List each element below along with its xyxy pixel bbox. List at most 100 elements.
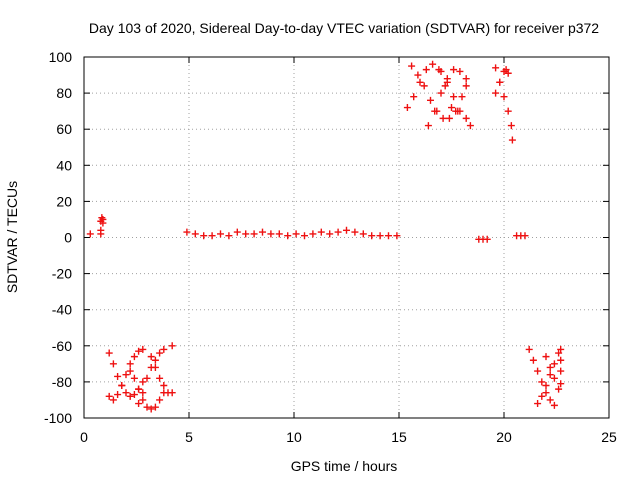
data-point [309, 230, 317, 238]
data-point [151, 363, 159, 371]
y-tick-label: -20 [52, 266, 72, 282]
series-late-high-arcs-e [454, 75, 470, 115]
y-tick-label: -40 [52, 302, 72, 318]
data-point [393, 232, 401, 240]
series-late-high-arcs-c [424, 66, 470, 130]
data-point [242, 230, 250, 238]
series-early-near-zero [86, 214, 107, 238]
data-point [385, 232, 392, 240]
data-point [86, 230, 94, 238]
data-point [542, 389, 550, 397]
data-point [275, 230, 283, 238]
data-point [109, 360, 117, 368]
data-point [557, 356, 565, 364]
data-point [450, 66, 458, 74]
data-point [160, 345, 168, 353]
grid [84, 57, 609, 418]
data-point [496, 78, 504, 86]
data-point [334, 228, 342, 236]
series-early-negative-arcs-a [105, 345, 147, 404]
data-point [122, 389, 130, 397]
data-point [529, 356, 537, 364]
data-point [208, 232, 216, 240]
data-point [546, 371, 554, 379]
y-axis-label: SDTVAR / TECUs [4, 181, 20, 293]
data-point [466, 122, 474, 130]
data-point [139, 345, 147, 353]
data-point [403, 104, 411, 112]
data-point [156, 349, 164, 357]
data-point [147, 353, 155, 361]
data-point [114, 391, 122, 399]
data-point [550, 360, 558, 368]
y-tick-labels: 100 80 60 40 20 0 -20 -40 -60 -80 -100 [44, 49, 72, 426]
data-point [546, 396, 554, 404]
data-point [130, 374, 138, 382]
data-point [450, 93, 458, 101]
data-point [156, 374, 164, 382]
data-point [99, 219, 107, 227]
data-point [557, 380, 565, 388]
data-point [130, 353, 138, 361]
data-point [422, 66, 430, 74]
data-point [538, 392, 546, 400]
data-point [109, 396, 117, 404]
x-tick-label: 25 [601, 429, 617, 445]
x-tick-label: 0 [80, 429, 88, 445]
data-point [443, 78, 451, 86]
chart-title: Day 103 of 2020, Sidereal Day-to-day VTE… [89, 20, 599, 36]
data-point [445, 114, 453, 122]
data-point [420, 82, 428, 90]
data-point [118, 382, 126, 390]
data-point [105, 349, 113, 357]
data-point [105, 392, 113, 400]
data-point [504, 107, 512, 115]
data-point [454, 107, 462, 115]
series-late-near-zero [475, 232, 529, 243]
plot-frame [83, 56, 610, 419]
data-point [507, 122, 515, 130]
data-point [130, 391, 138, 399]
data-point [492, 64, 500, 72]
data-point [550, 374, 558, 382]
data-point [343, 226, 350, 234]
data-point [317, 228, 325, 236]
series-late-high-arcs-f [492, 64, 516, 144]
data-points [86, 60, 565, 413]
data-point [143, 374, 151, 382]
data-point [168, 342, 176, 350]
y-tick-label: 60 [56, 121, 72, 137]
data-point [259, 228, 266, 236]
series-early-negative-arcs-e [147, 342, 176, 397]
x-axis-label: GPS time / hours [291, 458, 398, 474]
y-tick-label: -60 [52, 338, 72, 354]
data-point [483, 235, 491, 243]
data-point [538, 378, 546, 386]
series-late-negative-arcs-c [542, 345, 565, 393]
data-point [151, 356, 159, 364]
data-point [462, 114, 470, 122]
data-point [326, 230, 334, 238]
data-point [114, 372, 122, 380]
series-late-high-arcs-b [408, 62, 460, 122]
data-point [542, 382, 550, 390]
data-point [147, 405, 155, 413]
data-point [126, 360, 134, 368]
data-point [233, 228, 241, 236]
data-point [462, 75, 470, 83]
data-point [534, 400, 542, 408]
series-late-high-arcs-g [492, 66, 512, 97]
data-point [267, 230, 275, 238]
y-tick-label: -80 [52, 374, 72, 390]
axis-ticks [83, 56, 610, 419]
y-tick-label: 0 [64, 230, 72, 246]
data-point [292, 230, 300, 238]
data-point [359, 230, 367, 238]
series-late-negative-arcs-b [534, 349, 563, 408]
y-tick-label: 20 [56, 193, 72, 209]
data-point [160, 382, 168, 390]
series-early-negative-arcs-d [135, 345, 168, 408]
data-point [351, 228, 359, 236]
data-point [427, 96, 434, 104]
